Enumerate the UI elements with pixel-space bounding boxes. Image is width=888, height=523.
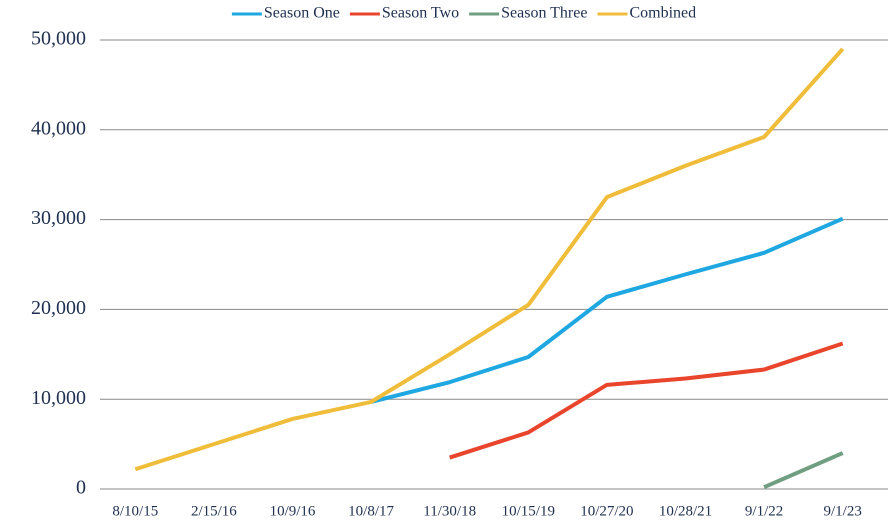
x-tick-label: 9/1/23 xyxy=(824,503,862,519)
series-line xyxy=(763,451,844,490)
y-tick-label: 0 xyxy=(76,477,86,499)
legend-label: Season One xyxy=(264,5,340,22)
x-tick-label: 10/8/17 xyxy=(348,503,394,519)
series-line xyxy=(134,47,845,472)
x-tick-label: 9/1/22 xyxy=(745,503,783,519)
x-tick-label: 2/15/16 xyxy=(191,503,237,519)
series-line xyxy=(449,341,844,460)
legend-label: Season Three xyxy=(501,5,587,22)
legend-label: Season Two xyxy=(382,5,459,22)
y-tick-label: 10,000 xyxy=(31,387,86,409)
series-line xyxy=(370,216,844,404)
x-tick-label: 8/10/15 xyxy=(112,503,158,519)
y-tick-label: 20,000 xyxy=(31,297,86,319)
legend-label: Combined xyxy=(629,5,696,22)
x-tick-label: 10/27/20 xyxy=(580,503,633,519)
y-tick-label: 50,000 xyxy=(31,28,86,50)
x-tick-label: 10/9/16 xyxy=(270,503,316,519)
x-tick-label: 10/28/21 xyxy=(659,503,712,519)
x-tick-label: 11/30/18 xyxy=(423,503,476,519)
y-tick-label: 40,000 xyxy=(31,117,86,139)
x-tick-label: 10/15/19 xyxy=(502,503,555,519)
y-tick-label: 30,000 xyxy=(31,207,86,229)
